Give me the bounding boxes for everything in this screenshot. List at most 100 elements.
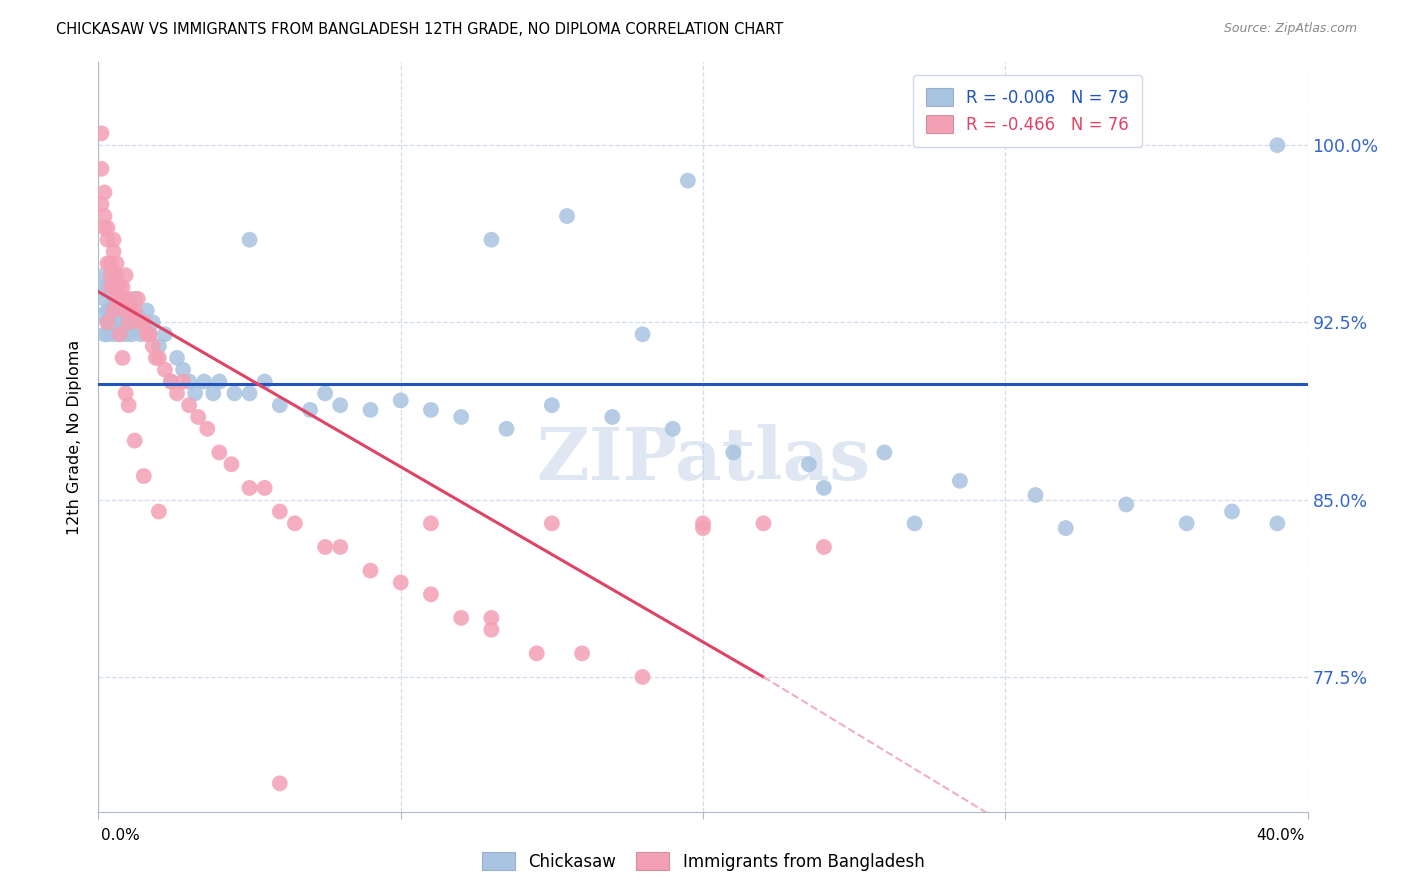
Point bbox=[100, 315, 122, 329]
Point bbox=[239, 481, 262, 495]
Point bbox=[224, 386, 246, 401]
Point bbox=[797, 457, 820, 471]
Point bbox=[111, 280, 134, 294]
Point bbox=[118, 398, 141, 412]
Point bbox=[239, 233, 262, 247]
Point bbox=[360, 564, 382, 578]
Y-axis label: 12th Grade, No Diploma: 12th Grade, No Diploma bbox=[67, 340, 83, 534]
Point bbox=[108, 327, 131, 342]
Point bbox=[813, 481, 835, 495]
Point bbox=[1220, 504, 1243, 518]
Point bbox=[692, 516, 714, 531]
Point bbox=[179, 398, 201, 412]
Point bbox=[105, 280, 128, 294]
Point bbox=[1024, 488, 1046, 502]
Point bbox=[148, 339, 170, 353]
Point bbox=[450, 611, 472, 625]
Point bbox=[269, 776, 291, 790]
Point bbox=[540, 516, 562, 531]
Point bbox=[118, 315, 141, 329]
Point bbox=[555, 209, 578, 223]
Point bbox=[187, 409, 209, 424]
Point bbox=[93, 292, 115, 306]
Point bbox=[172, 362, 194, 376]
Point bbox=[114, 327, 136, 342]
Point bbox=[105, 315, 128, 329]
Point bbox=[160, 375, 183, 389]
Point bbox=[166, 386, 188, 401]
Point bbox=[93, 268, 115, 282]
Point bbox=[103, 303, 125, 318]
Point bbox=[142, 339, 165, 353]
Point bbox=[526, 646, 548, 660]
Point bbox=[124, 315, 146, 329]
Point bbox=[904, 516, 927, 531]
Point bbox=[132, 315, 155, 329]
Point bbox=[124, 303, 146, 318]
Point bbox=[253, 375, 276, 389]
Point bbox=[661, 422, 683, 436]
Point bbox=[100, 280, 122, 294]
Text: Source: ZipAtlas.com: Source: ZipAtlas.com bbox=[1223, 22, 1357, 36]
Point bbox=[93, 220, 115, 235]
Text: 40.0%: 40.0% bbox=[1257, 828, 1305, 843]
Point bbox=[132, 315, 155, 329]
Point bbox=[90, 197, 112, 211]
Point bbox=[692, 521, 714, 535]
Point bbox=[93, 327, 115, 342]
Point bbox=[602, 409, 624, 424]
Point bbox=[208, 375, 231, 389]
Point bbox=[208, 445, 231, 459]
Point bbox=[129, 327, 152, 342]
Point bbox=[111, 351, 134, 365]
Point bbox=[1175, 516, 1198, 531]
Point bbox=[269, 398, 291, 412]
Point bbox=[142, 315, 165, 329]
Point bbox=[135, 303, 157, 318]
Point bbox=[114, 268, 136, 282]
Point bbox=[172, 375, 194, 389]
Point bbox=[1115, 498, 1137, 512]
Point bbox=[873, 445, 896, 459]
Point bbox=[114, 292, 136, 306]
Text: ZIPatlas: ZIPatlas bbox=[536, 424, 870, 495]
Point bbox=[269, 504, 291, 518]
Point bbox=[195, 422, 218, 436]
Point bbox=[139, 327, 162, 342]
Point bbox=[108, 292, 131, 306]
Point bbox=[160, 375, 183, 389]
Point bbox=[813, 540, 835, 554]
Text: 0.0%: 0.0% bbox=[101, 828, 141, 843]
Point bbox=[114, 386, 136, 401]
Point bbox=[314, 386, 336, 401]
Point bbox=[450, 409, 472, 424]
Point bbox=[127, 292, 149, 306]
Point bbox=[179, 375, 201, 389]
Point bbox=[105, 303, 128, 318]
Point bbox=[96, 327, 118, 342]
Point bbox=[129, 315, 152, 329]
Point bbox=[239, 386, 262, 401]
Point bbox=[124, 434, 146, 448]
Point bbox=[90, 126, 112, 140]
Point bbox=[139, 327, 162, 342]
Point bbox=[108, 327, 131, 342]
Point bbox=[90, 309, 112, 323]
Point bbox=[100, 303, 122, 318]
Point bbox=[360, 403, 382, 417]
Point bbox=[118, 315, 141, 329]
Point bbox=[103, 292, 125, 306]
Point bbox=[93, 209, 115, 223]
Point bbox=[314, 540, 336, 554]
Point bbox=[124, 292, 146, 306]
Point bbox=[105, 268, 128, 282]
Point bbox=[132, 469, 155, 483]
Point bbox=[103, 280, 125, 294]
Point bbox=[114, 303, 136, 318]
Point bbox=[389, 393, 412, 408]
Point bbox=[90, 280, 112, 294]
Point bbox=[90, 161, 112, 176]
Point bbox=[96, 280, 118, 294]
Point bbox=[571, 646, 593, 660]
Point bbox=[111, 292, 134, 306]
